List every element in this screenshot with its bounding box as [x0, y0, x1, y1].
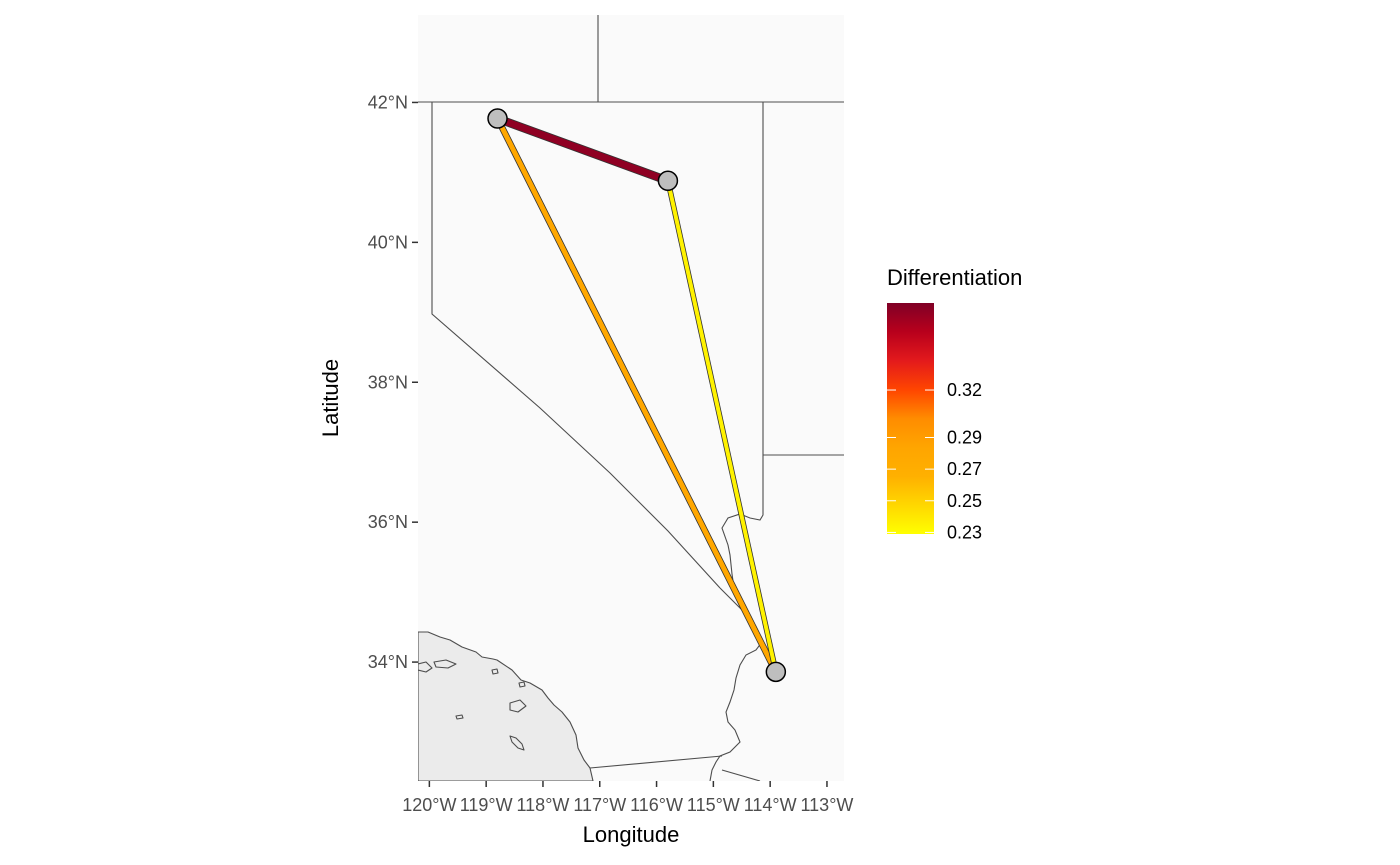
mexico-border — [589, 755, 723, 769]
island-7 — [509, 735, 525, 751]
arizona-mexico-border — [721, 769, 761, 781]
y-tick-label: 34°N — [368, 652, 408, 672]
x-tick-label: 114°W — [744, 795, 797, 815]
links-layer — [494, 114, 779, 674]
island-1 — [418, 661, 433, 673]
legend-title: Differentiation — [887, 265, 1022, 290]
island-6 — [455, 714, 464, 720]
x-tick-label: 119°W — [460, 795, 513, 815]
island-5 — [509, 699, 527, 713]
island-2 — [433, 659, 457, 669]
ocean-area — [418, 631, 594, 781]
island-4 — [518, 681, 526, 688]
state-border-california-nevada — [431, 102, 721, 589]
basemap — [418, 15, 844, 781]
x-tick-label: 116°W — [630, 795, 683, 815]
x-axis: 120°W 119°W 118°W 117°W 116°W 115°W 114°W 113°W — [402, 781, 853, 815]
legend-ticks: 0.23 0.25 0.27 0.29 0.32 — [887, 380, 982, 542]
y-axis: 34°N 36°N 38°N 40°N 42°N — [368, 92, 418, 672]
island-3 — [491, 668, 499, 675]
y-tick-label: 36°N — [368, 512, 408, 532]
legend-tick-label: 0.25 — [947, 491, 982, 511]
legend-tick-label: 0.23 — [947, 522, 982, 542]
legend-tick-label: 0.32 — [947, 380, 982, 400]
x-axis-title: Longitude — [583, 822, 680, 847]
x-tick-label: 118°W — [517, 795, 570, 815]
y-tick-label: 38°N — [368, 372, 408, 392]
x-tick-label: 120°W — [402, 795, 456, 815]
link-A-B — [496, 115, 670, 185]
y-tick-label: 42°N — [368, 92, 408, 112]
x-tick-label: 115°W — [687, 795, 740, 815]
legend: Differentiation 0.23 0.25 0.27 0.29 0.32 — [887, 265, 1022, 542]
link-A-C — [495, 117, 779, 673]
legend-tick-label: 0.27 — [947, 459, 982, 479]
sample-point-A — [487, 108, 508, 129]
sample-point-C — [765, 661, 787, 683]
y-tick-label: 40°N — [368, 232, 408, 252]
y-axis-title: Latitude — [318, 359, 343, 437]
x-tick-label: 113°W — [801, 795, 854, 815]
legend-colorbar — [887, 303, 934, 534]
state-border-utah-nevada — [721, 102, 764, 599]
nodes-layer — [487, 108, 787, 683]
sample-point-B — [657, 170, 679, 192]
legend-tick-label: 0.29 — [947, 427, 982, 447]
link-B-C — [665, 180, 778, 673]
x-tick-label: 117°W — [573, 795, 626, 815]
